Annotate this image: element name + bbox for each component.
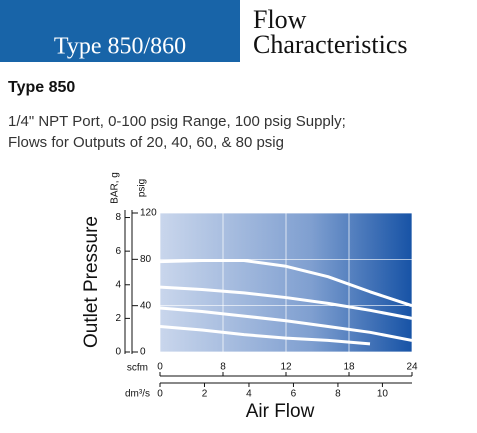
x2-tick-label: 4 <box>246 389 252 400</box>
y-unit: psig <box>137 179 148 197</box>
description: Flows for Outputs of 20, 40, 60, & 80 ps… <box>8 134 284 151</box>
header-band <box>0 0 240 62</box>
flow-line <box>159 325 371 346</box>
y2-tick-label: 8 <box>115 212 121 223</box>
x-unit: scfm <box>127 363 148 374</box>
x2-tick-label: 6 <box>291 389 297 400</box>
x-tick-label: 8 <box>220 362 226 373</box>
y-axis-title: Outlet Pressure <box>81 216 102 348</box>
subheading: Type 850 <box>8 79 75 96</box>
flow-line <box>159 285 413 320</box>
title: Characteristics <box>253 30 408 59</box>
description: 1/4" NPT Port, 0-100 psig Range, 100 psi… <box>8 113 346 130</box>
flow-line <box>159 306 413 342</box>
x2-unit: dm³/s <box>125 389 150 400</box>
title: Flow <box>253 5 307 34</box>
y2-tick-label: 6 <box>115 246 121 257</box>
flow-line <box>159 258 413 308</box>
x2-tick-label: 2 <box>202 389 208 400</box>
x-tick-label: 24 <box>406 362 418 373</box>
x-tick-label: 0 <box>157 362 163 373</box>
y-tick-label: 120 <box>140 208 157 219</box>
y2-tick-label: 2 <box>115 313 121 324</box>
y-tick-label: 80 <box>140 254 152 265</box>
x2-tick-label: 0 <box>157 389 163 400</box>
y2-tick-label: 4 <box>115 279 121 290</box>
model: Type 850/860 <box>54 34 186 60</box>
x2-tick-label: 10 <box>377 389 389 400</box>
y-tick-label: 0 <box>140 347 146 358</box>
y2-tick-label: 0 <box>115 347 121 358</box>
y2-unit: BAR, g <box>110 172 121 204</box>
y-tick-label: 40 <box>140 300 152 311</box>
x2-tick-label: 8 <box>335 389 341 400</box>
x-tick-label: 18 <box>343 362 355 373</box>
x-axis-title: Air Flow <box>246 401 315 422</box>
x-tick-label: 12 <box>280 362 292 373</box>
